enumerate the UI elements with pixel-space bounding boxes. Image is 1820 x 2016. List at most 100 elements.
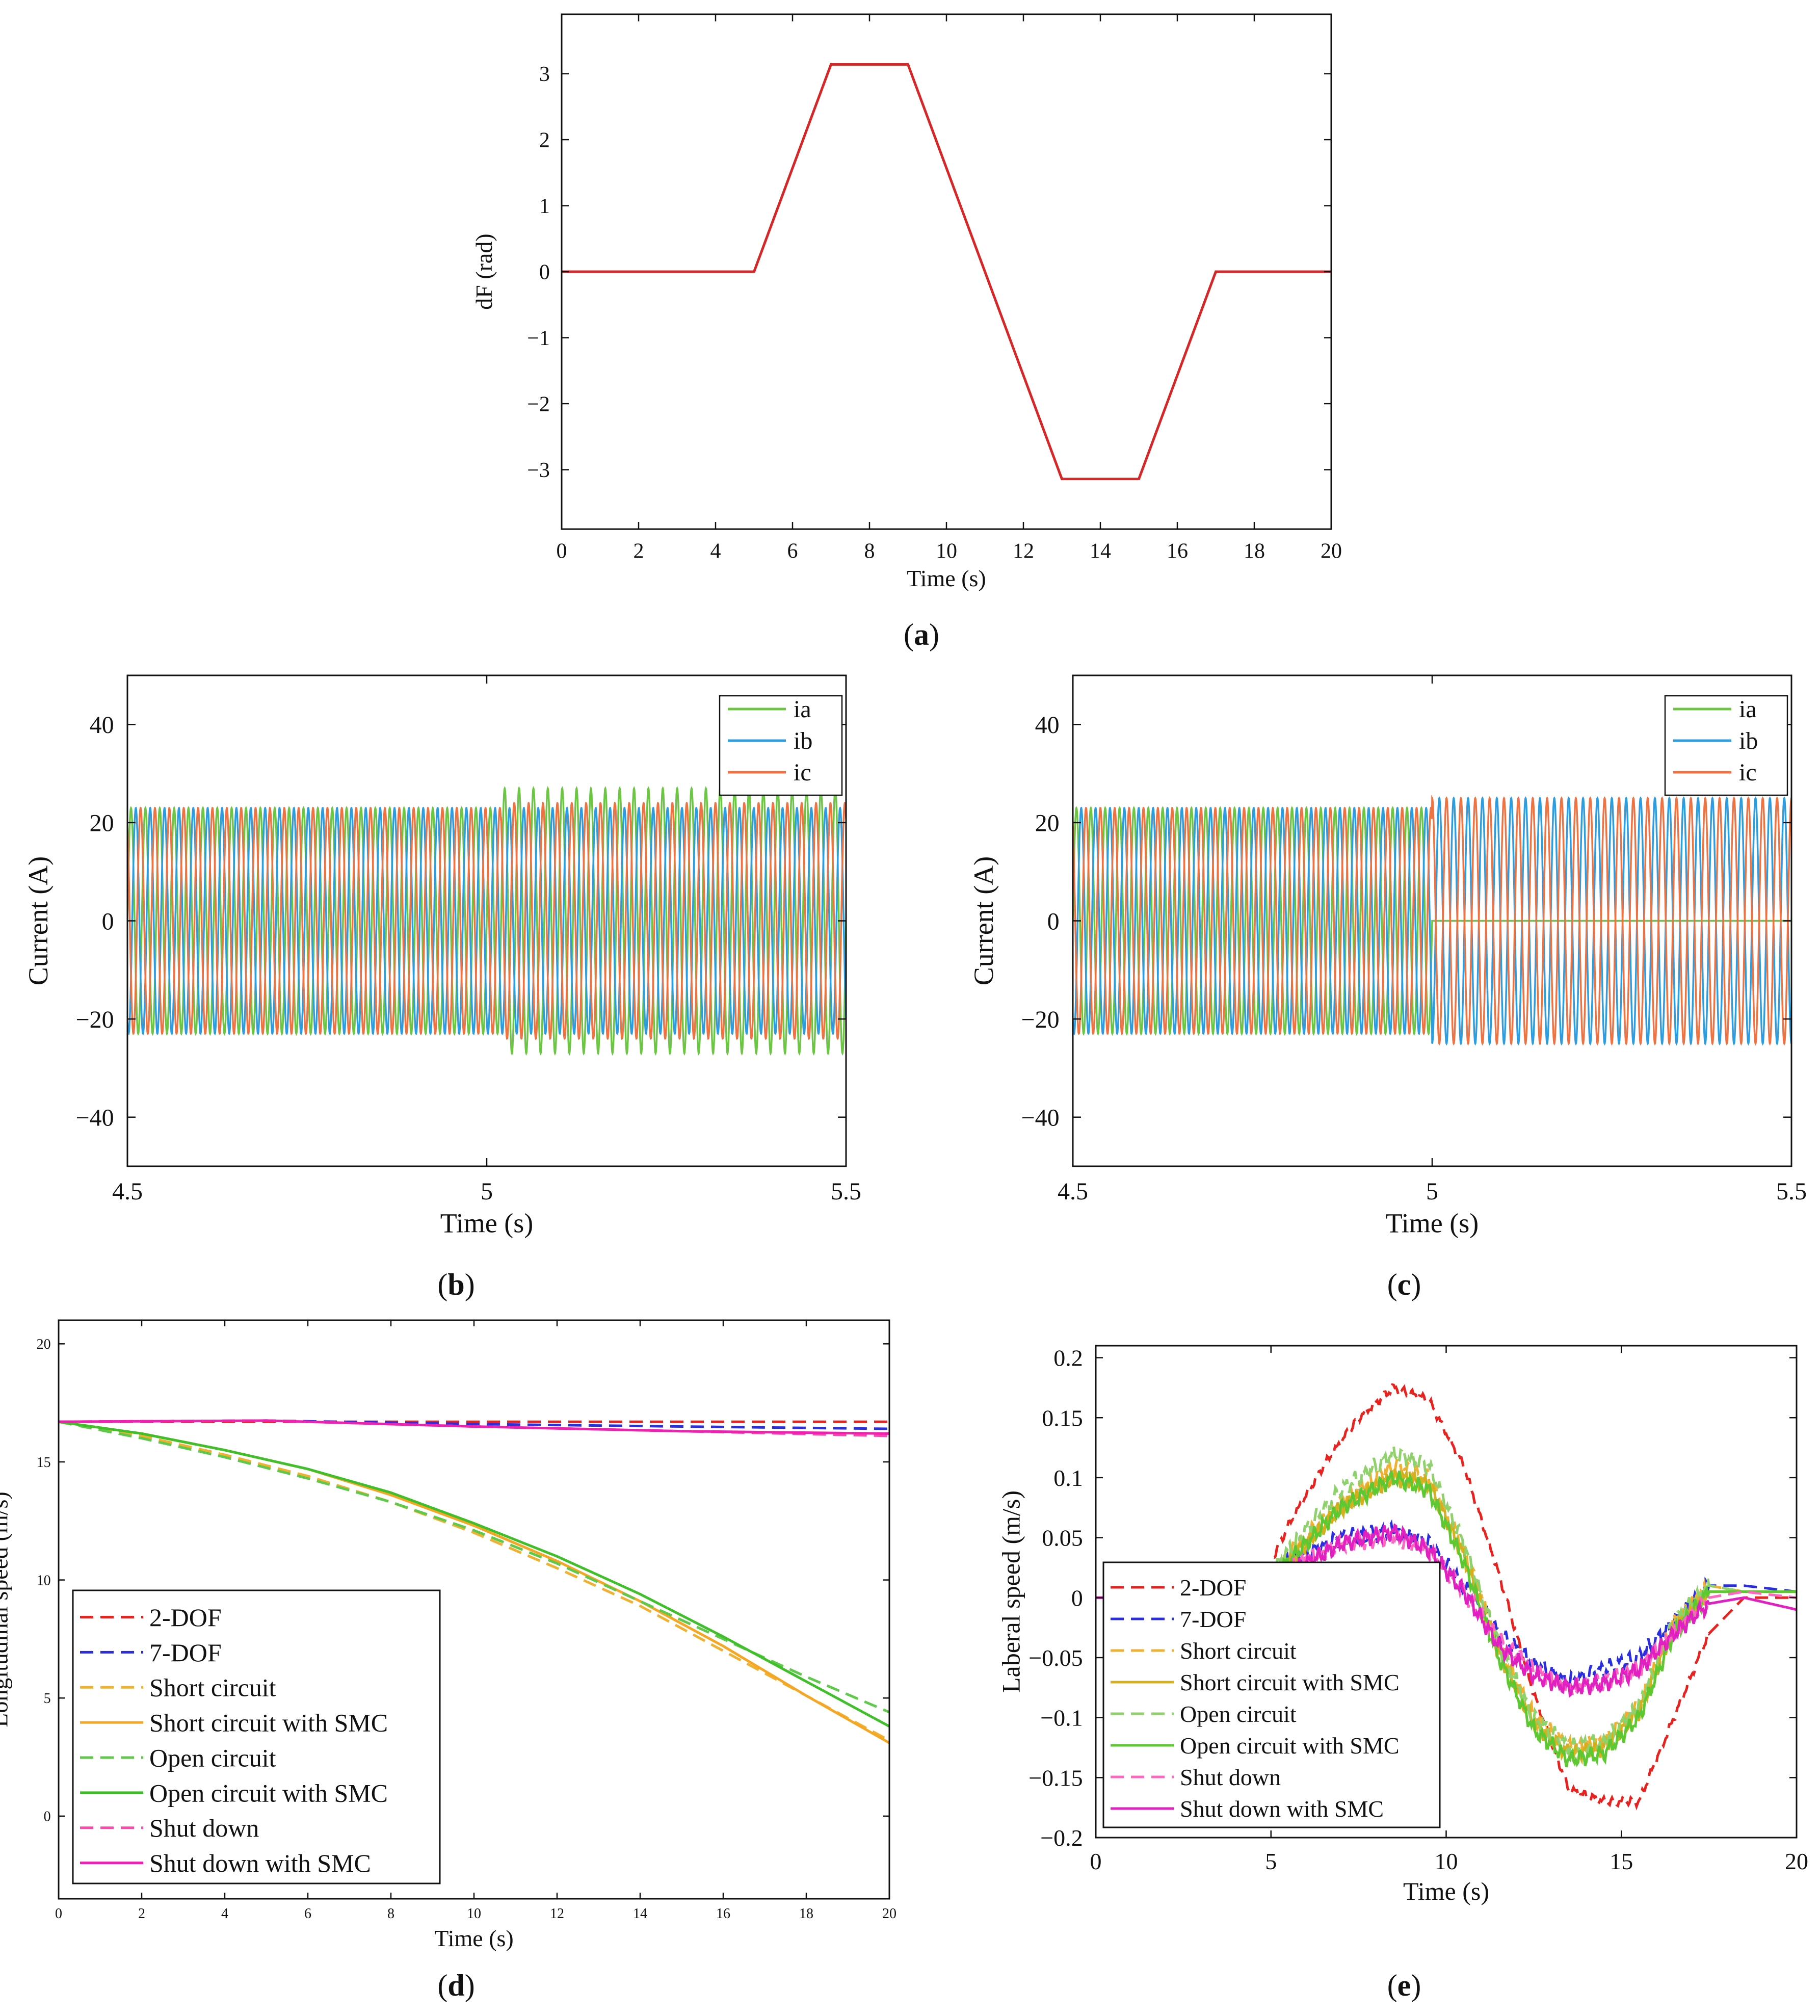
- x-tick-label-d: 14: [633, 1906, 647, 1922]
- chart-panel-b: 4.5 5 5.5 −40 −20 0 20 40 Time (s) Current (A) ia i…: [23, 674, 861, 1239]
- x-tick-label-b: 5: [481, 1178, 493, 1205]
- x-tick-label-d: 10: [467, 1906, 481, 1922]
- y-tick-label-a: −2: [527, 393, 550, 416]
- y-tick-label-a: 0: [539, 261, 550, 284]
- legend-box-b: [719, 695, 843, 796]
- series-line-d-2: [59, 1420, 889, 1742]
- x-tick-label-d: 0: [55, 1906, 62, 1922]
- x-tick-label-e: 0: [1090, 1848, 1102, 1874]
- x-tick-label-a: 4: [710, 540, 721, 563]
- x-tick-label-d: 16: [716, 1906, 730, 1922]
- y-tick-label-a: 1: [539, 195, 550, 218]
- legend-label-d-5: Open circuit with SMC: [149, 1778, 388, 1807]
- y-tick-label-c: 0: [1047, 908, 1060, 935]
- y-axis-label-a: dF (rad): [471, 233, 497, 309]
- x-tick-label-d: 18: [799, 1906, 813, 1922]
- caption-c: (c): [1387, 1268, 1421, 1301]
- x-tick-label-c: 5: [1426, 1178, 1438, 1205]
- legend-label-e-3: Short circuit with SMC: [1180, 1669, 1400, 1695]
- x-tick-label-a: 10: [936, 540, 957, 563]
- legend-box-c: [1664, 695, 1788, 796]
- legend-label-d-0: 2-DOF: [149, 1603, 222, 1632]
- y-tick-label-e: 0.2: [1053, 1345, 1083, 1371]
- y-tick-label-b: 20: [90, 810, 114, 837]
- x-tick-label-d: 2: [138, 1906, 145, 1922]
- x-tick-label-d: 8: [387, 1906, 394, 1922]
- x-tick-label-e: 20: [1785, 1848, 1808, 1874]
- x-tick-label-a: 16: [1167, 540, 1188, 563]
- x-axis-label-c: Time (s): [1386, 1208, 1479, 1239]
- x-tick-label-d: 6: [304, 1906, 311, 1922]
- legend-label-b-ic: ic: [794, 759, 811, 786]
- x-axis-label-d: Time (s): [434, 1925, 514, 1951]
- chart-panel-d: 0 2 4 6 8 10 12 14 16 18 20 0 5 10 15 20 Time (s) Longitu…: [0, 1319, 896, 1951]
- x-tick-label-a: 0: [557, 540, 567, 563]
- x-tick-label-e: 15: [1610, 1848, 1633, 1874]
- legend-box-e: [1102, 1561, 1441, 1828]
- series-line-c-ia: [1073, 806, 1791, 1036]
- y-tick-label-b: −20: [76, 1006, 114, 1033]
- x-tick-label-b: 4.5: [112, 1178, 143, 1205]
- y-tick-label-b: 40: [90, 712, 114, 739]
- y-tick-label-d: 15: [37, 1455, 51, 1471]
- caption-a: (a): [904, 618, 939, 651]
- y-tick-label-c: −20: [1021, 1006, 1060, 1033]
- y-tick-label-a: −1: [527, 327, 550, 350]
- y-tick-label-e: −0.15: [1028, 1765, 1083, 1791]
- series-line-b-ia: [127, 786, 846, 1056]
- caption-e: (e): [1387, 1969, 1421, 2002]
- x-tick-label-d: 12: [550, 1906, 564, 1922]
- y-tick-label-e: 0.15: [1042, 1405, 1083, 1431]
- y-tick-label-c: 40: [1035, 712, 1060, 739]
- x-tick-label-d: 20: [882, 1906, 896, 1922]
- legend-label-c-ib: ib: [1739, 727, 1758, 754]
- legend-label-d-4: Open circuit: [149, 1743, 276, 1772]
- legend-label-d-7: Shut down with SMC: [149, 1849, 371, 1877]
- y-tick-label-c: −40: [1021, 1105, 1060, 1132]
- series-line-d-4: [59, 1420, 889, 1714]
- legend-label-e-1: 7-DOF: [1180, 1606, 1246, 1632]
- legend-label-c-ia: ia: [1739, 696, 1757, 723]
- legend-label-c-ic: ic: [1739, 759, 1757, 786]
- series-line-d-1: [59, 1419, 889, 1430]
- y-tick-label-e: 0.1: [1053, 1465, 1083, 1491]
- y-axis-label-c: Current (A): [968, 856, 999, 985]
- y-tick-label-d: 20: [37, 1337, 51, 1352]
- y-axis-label-e: Laberal speed (m/s): [996, 1490, 1025, 1693]
- y-tick-label-e: −0.1: [1040, 1705, 1083, 1731]
- legend-label-e-2: Short circuit: [1180, 1638, 1297, 1664]
- x-axis-label-a: Time (s): [907, 565, 986, 591]
- legend-label-d-1: 7-DOF: [149, 1638, 222, 1667]
- legend-label-d-3: Short circuit with SMC: [149, 1709, 388, 1737]
- x-tick-label-a: 6: [787, 540, 798, 563]
- x-tick-label-c: 4.5: [1058, 1178, 1088, 1205]
- series-line-e-0: [1096, 1383, 1797, 1811]
- series-line-a-0: [562, 63, 1331, 481]
- y-tick-label-d: 0: [44, 1809, 51, 1825]
- x-tick-label-a: 20: [1321, 540, 1342, 563]
- legend-label-e-0: 2-DOF: [1180, 1575, 1246, 1601]
- legend-label-b-ib: ib: [794, 727, 812, 754]
- y-tick-label-d: 10: [37, 1573, 51, 1588]
- legend-label-e-5: Open circuit with SMC: [1180, 1733, 1400, 1759]
- x-tick-label-e: 5: [1265, 1848, 1277, 1874]
- x-tick-label-c: 5.5: [1776, 1178, 1807, 1205]
- x-tick-label-b: 5.5: [831, 1178, 861, 1205]
- y-tick-label-e: −0.2: [1040, 1825, 1083, 1851]
- x-tick-label-a: 8: [864, 540, 875, 563]
- x-tick-label-a: 12: [1013, 540, 1034, 563]
- y-tick-label-a: 3: [539, 63, 550, 86]
- x-axis-label-b: Time (s): [440, 1208, 534, 1239]
- x-tick-label-e: 10: [1435, 1848, 1458, 1874]
- y-tick-label-a: 2: [539, 129, 550, 152]
- series-line-c-ic: [1073, 795, 1791, 1046]
- y-tick-label-d: 5: [44, 1691, 51, 1707]
- y-tick-label-c: 20: [1035, 810, 1060, 837]
- series-line-e-4: [1096, 1442, 1797, 1757]
- series-line-b-ib: [127, 806, 846, 1035]
- x-tick-label-d: 4: [221, 1906, 228, 1922]
- series-line-b-ic: [127, 801, 846, 1040]
- x-axis-label-e: Time (s): [1403, 1877, 1489, 1905]
